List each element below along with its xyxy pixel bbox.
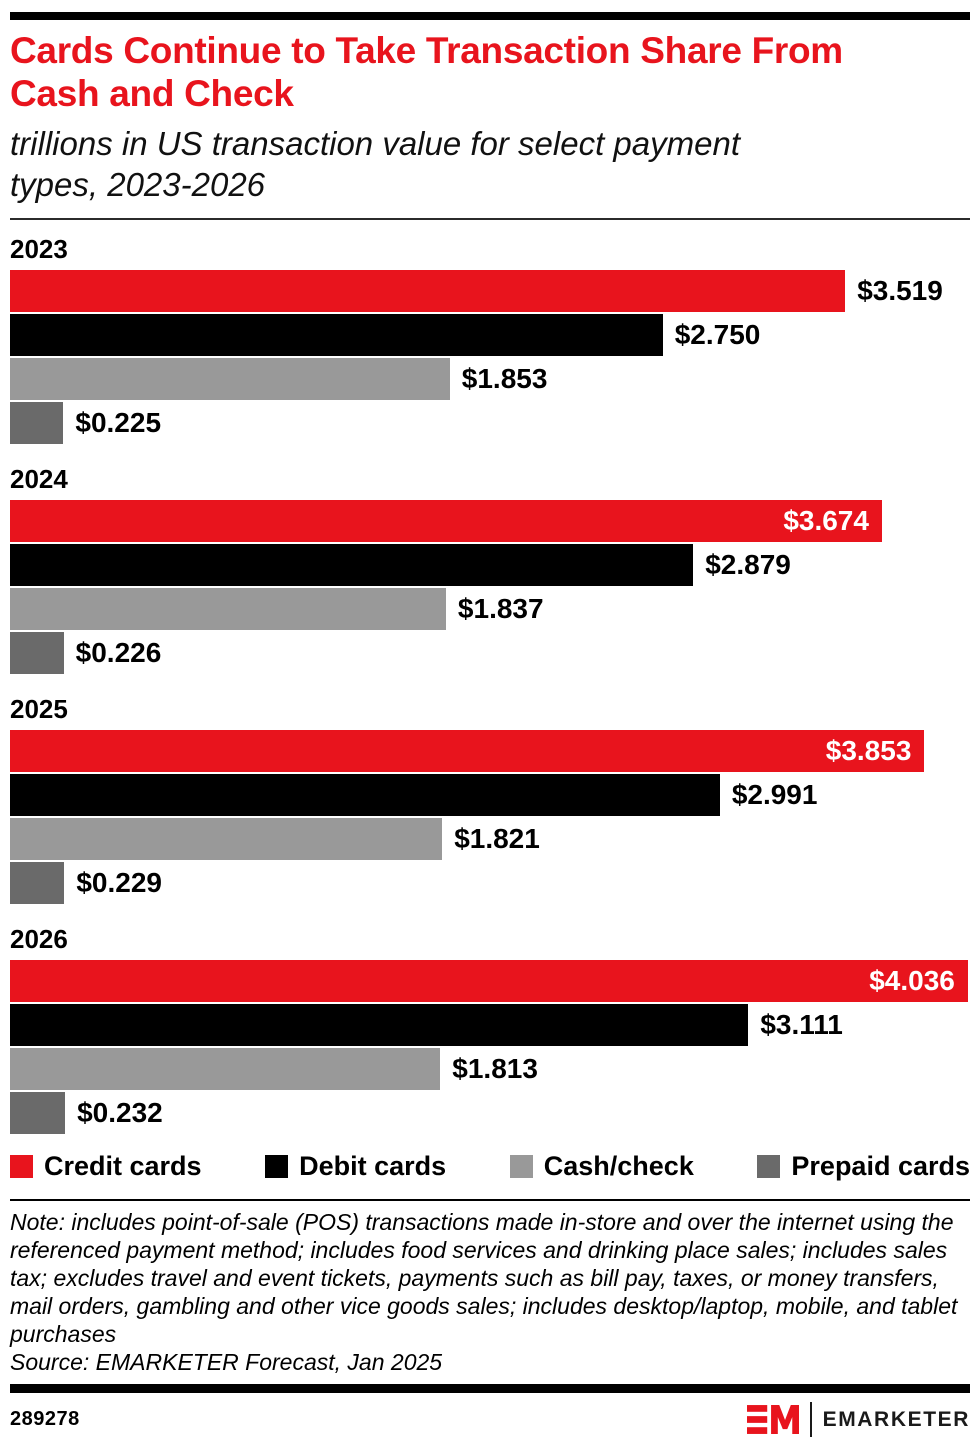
note-divider bbox=[10, 1199, 970, 1202]
bar-credit-cards: $3.853 bbox=[10, 730, 925, 773]
bar-row-credit-cards: $3.674 bbox=[10, 500, 970, 543]
bar-value-label: $0.226 bbox=[75, 637, 162, 669]
bar-value-label: $4.036 bbox=[869, 965, 955, 997]
note-text: Note: includes point-of-sale (POS) trans… bbox=[10, 1209, 958, 1348]
bar-credit-cards: $3.674 bbox=[10, 500, 882, 543]
bar-row-prepaid-cards: $0.226 bbox=[10, 632, 970, 675]
year-label: 2026 bbox=[10, 924, 68, 955]
bottom-rule bbox=[10, 1384, 970, 1394]
bar-value-label: $1.821 bbox=[454, 823, 540, 855]
bar-value-label: $1.837 bbox=[457, 593, 544, 625]
bar-row-cash-check: $1.813 bbox=[10, 1048, 970, 1091]
bar-debit-cards bbox=[10, 314, 663, 357]
chart-subtitle: trillions in US transaction value for se… bbox=[10, 124, 740, 203]
bar-cash-check bbox=[10, 358, 450, 401]
grouped-bar-chart: 2023 $3.519 $2.750 $1.853 $0.225 2024 $3.674 $2… bbox=[10, 234, 970, 1135]
bar-value-label: $3.674 bbox=[783, 505, 869, 537]
bar-prepaid-cards bbox=[10, 862, 65, 905]
legend: Credit cards Debit cards Cash/check Prepaid… bbox=[10, 1151, 970, 1182]
legend-swatch-credit-cards bbox=[10, 1155, 33, 1179]
year-label: 2025 bbox=[10, 694, 68, 725]
bar-row-credit-cards: $4.036 bbox=[10, 960, 970, 1003]
legend-swatch-debit-cards bbox=[265, 1155, 289, 1179]
bar-value-label: $3.111 bbox=[760, 1009, 843, 1041]
bar-row-cash-check: $1.853 bbox=[10, 358, 970, 401]
legend-item-cash-check: Cash/check bbox=[509, 1151, 694, 1182]
bar-value-label: $3.519 bbox=[857, 275, 943, 307]
top-rule bbox=[10, 12, 970, 20]
emarketer-logo: EMARKETER bbox=[746, 1402, 970, 1438]
bar-credit-cards bbox=[10, 270, 846, 313]
bar-cash-check bbox=[10, 818, 443, 861]
bar-credit-cards: $4.036 bbox=[10, 960, 968, 1003]
legend-item-credit-cards: Credit cards bbox=[10, 1151, 202, 1182]
bar-prepaid-cards bbox=[10, 632, 64, 675]
legend-label: Prepaid cards bbox=[791, 1151, 970, 1182]
year-group-2023: 2023 $3.519 $2.750 $1.853 $0.225 bbox=[10, 234, 970, 445]
bar-cash-check bbox=[10, 588, 446, 631]
bar-row-debit-cards: $3.111 bbox=[10, 1004, 970, 1047]
bar-prepaid-cards bbox=[10, 1092, 66, 1135]
bar-row-debit-cards: $2.750 bbox=[10, 314, 970, 357]
bar-row-credit-cards: $3.519 bbox=[10, 270, 970, 313]
bar-debit-cards bbox=[10, 1004, 749, 1047]
bar-row-cash-check: $1.837 bbox=[10, 588, 970, 631]
bar-debit-cards bbox=[10, 774, 720, 817]
legend-swatch-cash-check bbox=[509, 1155, 533, 1179]
legend-item-prepaid-cards: Prepaid cards bbox=[757, 1151, 970, 1182]
footer: 289278 EMARKETER bbox=[10, 1402, 970, 1438]
chart-title: Cards Continue to Take Transaction Share… bbox=[10, 30, 843, 115]
bar-row-prepaid-cards: $0.232 bbox=[10, 1092, 970, 1135]
bar-value-label: $1.853 bbox=[461, 363, 548, 395]
logo-divider bbox=[809, 1402, 812, 1438]
bar-value-label: $0.225 bbox=[75, 407, 162, 439]
bar-prepaid-cards bbox=[10, 402, 64, 445]
bar-row-cash-check: $1.821 bbox=[10, 818, 970, 861]
em-monogram-icon bbox=[746, 1405, 799, 1435]
legend-label: Debit cards bbox=[299, 1151, 447, 1182]
year-label: 2023 bbox=[10, 234, 68, 265]
legend-label: Cash/check bbox=[543, 1151, 694, 1182]
bar-cash-check bbox=[10, 1048, 441, 1091]
bar-value-label: $0.229 bbox=[76, 867, 162, 899]
legend-label: Credit cards bbox=[44, 1151, 202, 1182]
bar-value-label: $1.813 bbox=[452, 1053, 538, 1085]
bar-value-label: $0.232 bbox=[77, 1097, 163, 1129]
bar-value-label: $2.879 bbox=[705, 549, 791, 581]
bar-value-label: $2.750 bbox=[674, 319, 761, 351]
year-group-2025: 2025 $3.853 $2.991 $1.821 $0.229 bbox=[10, 694, 970, 905]
bar-row-prepaid-cards: $0.225 bbox=[10, 402, 970, 445]
bar-debit-cards bbox=[10, 544, 694, 587]
bar-row-debit-cards: $2.879 bbox=[10, 544, 970, 587]
bar-row-credit-cards: $3.853 bbox=[10, 730, 970, 773]
year-group-2026: 2026 $4.036 $3.111 $1.813 $0.232 bbox=[10, 924, 970, 1135]
chart-id: 289278 bbox=[10, 1408, 80, 1431]
bar-value-label: $2.991 bbox=[731, 779, 818, 811]
year-group-2024: 2024 $3.674 $2.879 $1.837 $0.226 bbox=[10, 464, 970, 675]
legend-item-debit-cards: Debit cards bbox=[265, 1151, 446, 1182]
bar-row-prepaid-cards: $0.229 bbox=[10, 862, 970, 905]
legend-swatch-prepaid-cards bbox=[757, 1155, 781, 1179]
brand-name: EMARKETER bbox=[822, 1407, 970, 1431]
year-label: 2024 bbox=[10, 464, 68, 495]
header-divider bbox=[10, 218, 970, 221]
source-text: Source: EMARKETER Forecast, Jan 2025 bbox=[10, 1349, 443, 1376]
bar-row-debit-cards: $2.991 bbox=[10, 774, 970, 817]
bar-value-label: $3.853 bbox=[825, 735, 912, 767]
